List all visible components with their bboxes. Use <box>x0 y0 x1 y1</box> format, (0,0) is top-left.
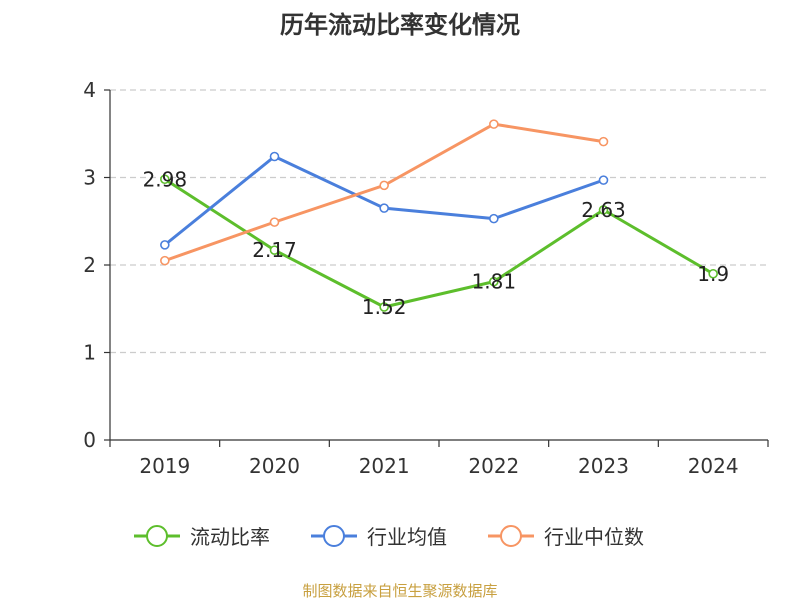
legend-label: 行业中位数 <box>544 525 644 549</box>
x-tick-label: 2024 <box>688 454 739 478</box>
axes: 0 1 2 3 4 2019 2020 2021 2022 2023 2024 <box>83 78 769 478</box>
data-point <box>269 245 280 255</box>
y-tick-label: 0 <box>83 428 96 452</box>
x-tick-label: 2020 <box>249 454 300 478</box>
data-point <box>598 175 609 185</box>
legend-marker-icon <box>146 525 168 547</box>
grid-lines <box>110 89 768 354</box>
x-tick-label: 2019 <box>139 454 190 478</box>
data-point <box>269 151 280 162</box>
series-lines <box>160 119 718 312</box>
legend-marker-icon <box>500 525 522 547</box>
series-line-1 <box>163 155 604 247</box>
data-label: 2.98 <box>143 167 188 191</box>
chart-title: 历年流动比率变化情况 <box>280 11 520 39</box>
legend-item-0[interactable]: 流动比率 <box>134 525 270 549</box>
data-point <box>269 217 280 227</box>
data-labels: 2.98 2.17 1.52 1.81 2.63 1.9 <box>143 167 730 319</box>
series-line-0 <box>164 177 714 309</box>
data-point <box>160 174 170 185</box>
data-label: 1.81 <box>472 270 517 294</box>
x-tick-label: 2023 <box>578 454 629 478</box>
x-tick-label: 2022 <box>468 454 519 478</box>
legend-label: 行业均值 <box>367 525 447 549</box>
legend[interactable]: 流动比率 行业均值 行业中位数 <box>134 525 644 549</box>
legend-marker-icon <box>323 525 345 547</box>
data-label: 2.17 <box>252 238 297 262</box>
data-label: 1.52 <box>362 295 407 319</box>
data-point <box>160 240 170 250</box>
data-label: 2.63 <box>581 198 626 222</box>
source-note: 制图数据来自恒生聚源数据库 <box>302 582 497 600</box>
y-tick-label: 1 <box>83 341 96 365</box>
x-tick-label: 2021 <box>359 454 410 478</box>
data-point <box>160 255 170 266</box>
y-tick-label: 4 <box>83 78 96 102</box>
y-tick-label: 2 <box>83 253 96 277</box>
y-tick-label: 3 <box>83 166 96 190</box>
legend-label: 流动比率 <box>190 525 270 549</box>
data-point <box>489 119 499 129</box>
data-point <box>598 136 609 147</box>
data-label: 1.9 <box>697 262 729 286</box>
data-point <box>379 302 389 312</box>
data-point <box>489 276 499 287</box>
data-point <box>489 213 499 224</box>
data-point <box>379 180 389 191</box>
legend-item-2[interactable]: 行业中位数 <box>488 525 644 549</box>
data-point <box>598 205 609 215</box>
data-point <box>708 268 718 279</box>
data-point <box>379 203 389 213</box>
legend-item-1[interactable]: 行业均值 <box>311 525 447 549</box>
